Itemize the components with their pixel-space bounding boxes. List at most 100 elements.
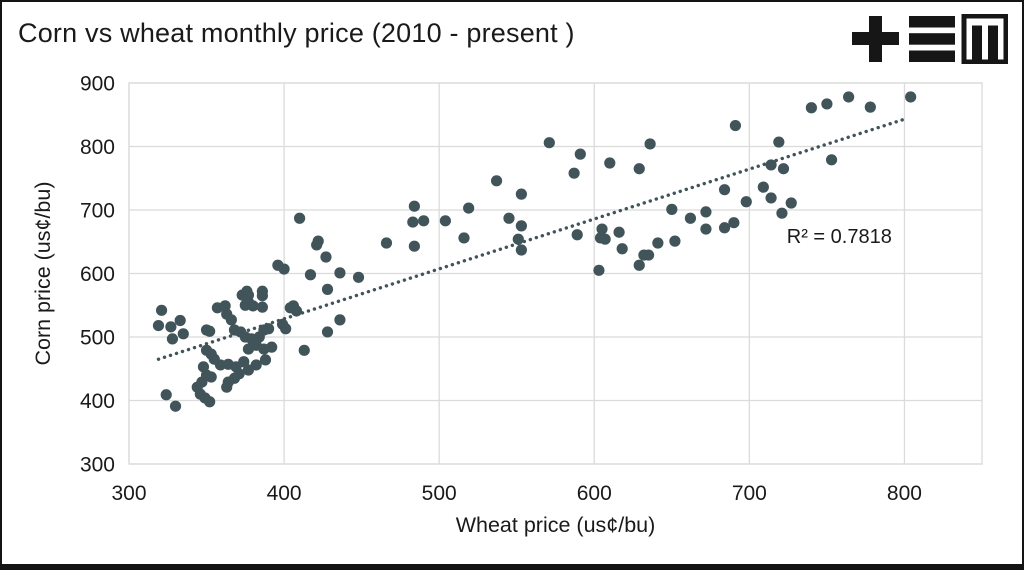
- scatter-point: [294, 212, 306, 224]
- scatter-point: [165, 321, 177, 333]
- scatter-point: [334, 314, 346, 326]
- scatter-point: [204, 396, 216, 408]
- scatter-point: [843, 91, 855, 103]
- scatter-point: [785, 197, 797, 209]
- scatter-point: [700, 223, 712, 235]
- scatter-point: [204, 325, 216, 337]
- scatter-point: [298, 344, 310, 356]
- scatter-point: [593, 264, 605, 276]
- y-axis-title: Corn price (us¢/bu): [31, 181, 55, 365]
- scatter-point: [256, 285, 268, 297]
- scatter-point: [408, 200, 420, 212]
- logo-m-glyph: [961, 14, 1008, 64]
- scatter-point: [321, 283, 334, 295]
- scatter-point: [515, 188, 527, 200]
- scatter-point: [765, 159, 777, 171]
- scatter-point: [233, 368, 245, 380]
- scatter-point: [503, 212, 515, 224]
- scatter-point: [613, 226, 625, 238]
- scatter-point: [633, 259, 645, 271]
- scatter-point: [418, 215, 430, 227]
- y-tick-label: 300: [80, 454, 115, 477]
- scatter-point: [864, 101, 876, 113]
- scatter-point: [740, 196, 752, 208]
- scatter-point: [718, 184, 731, 196]
- scatter-point: [599, 233, 611, 245]
- scatter-point: [905, 91, 917, 103]
- scatter-point: [633, 163, 645, 175]
- scatter-point: [238, 356, 250, 368]
- scatter-point: [669, 235, 681, 247]
- y-tick-label: 600: [80, 263, 115, 286]
- logo-bar-middle: [909, 33, 955, 45]
- tem-logo-icon: [852, 14, 1008, 64]
- scatter-point: [543, 137, 555, 149]
- scatter-point: [642, 249, 655, 261]
- scatter-point: [776, 207, 788, 219]
- scatter-point: [765, 192, 777, 204]
- scatter-point: [512, 233, 524, 245]
- scatter-point: [571, 229, 583, 241]
- scatter-point: [247, 300, 259, 312]
- scatter-point: [777, 163, 790, 175]
- y-tick-label: 900: [80, 73, 115, 96]
- scatter-point: [155, 304, 168, 316]
- logo-plus-horizontal: [852, 32, 899, 45]
- x-tick-label: 700: [732, 482, 767, 505]
- scatter-point: [757, 181, 769, 193]
- x-axis-title: Wheat price (us¢/bu): [456, 513, 656, 537]
- scatter-point: [250, 359, 262, 371]
- scatter-point: [825, 154, 838, 166]
- scatter-point: [205, 371, 217, 383]
- scatter-point: [169, 400, 182, 412]
- scatter-point: [152, 319, 165, 332]
- scatter-point: [515, 220, 527, 232]
- scatter-point: [652, 237, 664, 249]
- scatter-point: [177, 328, 189, 340]
- scatter-point: [408, 240, 420, 252]
- scatter-point: [380, 237, 393, 249]
- chart-title: Corn vs wheat monthly price (2010 - pres…: [18, 18, 575, 48]
- scatter-point: [805, 102, 818, 114]
- scatter-point: [312, 235, 324, 247]
- y-tick-label: 400: [80, 390, 115, 413]
- scatter-point: [334, 267, 346, 279]
- scatter-point: [666, 203, 678, 215]
- scatter-point: [262, 323, 275, 335]
- scatter-point: [604, 157, 616, 169]
- scatter-point: [463, 202, 475, 214]
- scatter-point: [166, 333, 179, 345]
- scatter-point: [320, 251, 332, 263]
- y-tick-label: 800: [80, 136, 115, 159]
- scatter-point: [729, 119, 742, 132]
- scatter-point: [773, 136, 785, 148]
- x-tick-label: 600: [577, 482, 612, 505]
- x-tick-label: 400: [267, 482, 302, 505]
- logo-bar-top: [909, 16, 955, 28]
- scatter-point: [728, 217, 740, 229]
- scatter-point: [266, 341, 278, 353]
- scatter-point: [280, 323, 292, 335]
- scatter-point: [160, 389, 172, 401]
- scatter-point: [490, 175, 503, 187]
- scatter-point: [700, 206, 712, 218]
- x-tick-label: 500: [422, 482, 457, 505]
- scatter-point: [278, 263, 290, 275]
- scatter-point: [407, 216, 419, 228]
- x-tick-label: 300: [111, 482, 146, 505]
- logo-bar-bottom: [909, 50, 955, 62]
- scatter-point: [225, 314, 237, 326]
- scatter-point: [439, 215, 451, 227]
- scatter-point: [352, 271, 365, 283]
- scatter-point: [821, 98, 833, 110]
- scatter-point: [458, 232, 470, 244]
- scatter-point: [304, 269, 317, 281]
- scatter-point: [616, 243, 628, 255]
- r-squared-annotation: R² = 0.7818: [787, 226, 892, 248]
- scatter-point: [644, 138, 656, 150]
- scatter-point: [596, 223, 608, 235]
- scatter-point: [574, 148, 586, 160]
- scatter-point: [515, 244, 527, 256]
